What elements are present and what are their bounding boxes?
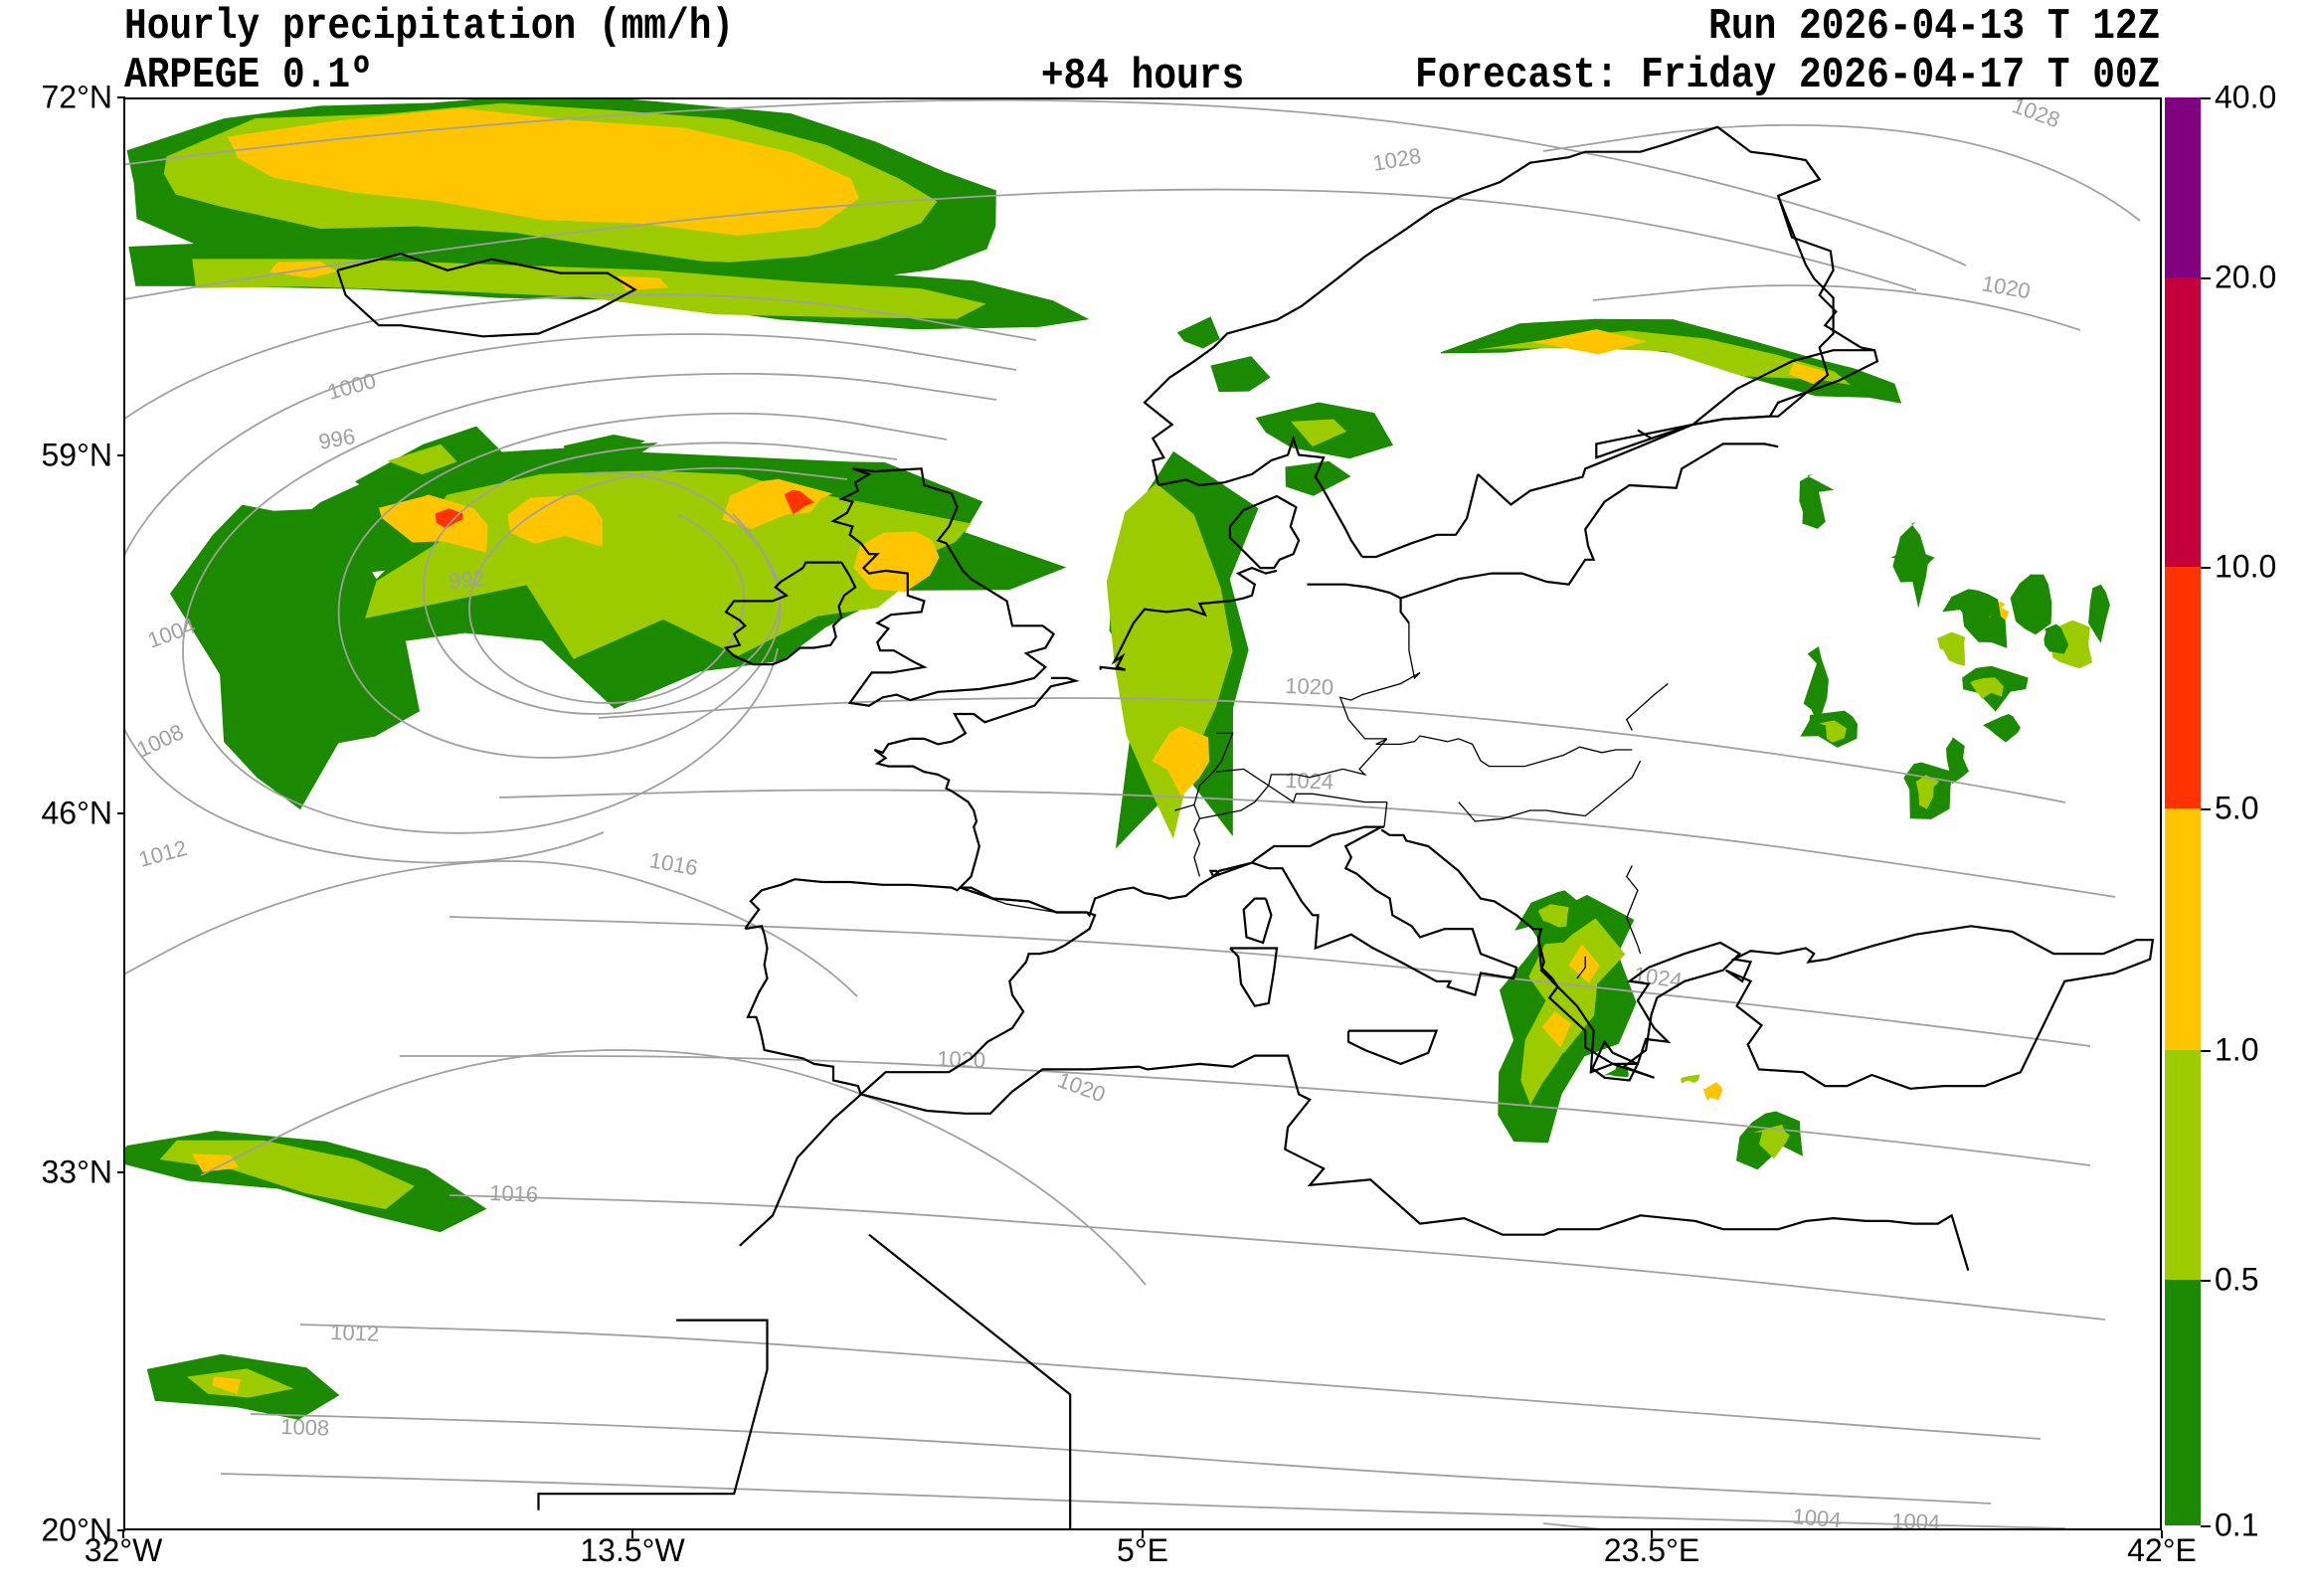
svg-text:1004: 1004 (1792, 1504, 1843, 1530)
svg-text:992: 992 (447, 566, 486, 594)
svg-text:1016: 1016 (647, 847, 700, 880)
svg-text:1028: 1028 (1371, 143, 1424, 176)
svg-text:1004: 1004 (144, 613, 199, 652)
svg-text:1012: 1012 (330, 1320, 380, 1346)
svg-text:1020: 1020 (1980, 270, 2033, 303)
svg-text:1012: 1012 (136, 835, 190, 872)
svg-text:1020: 1020 (1285, 673, 1334, 700)
svg-text:1028: 1028 (2009, 99, 2063, 132)
svg-text:1024: 1024 (1285, 768, 1334, 795)
svg-text:1004: 1004 (1891, 1508, 1941, 1530)
svg-text:1008: 1008 (280, 1414, 330, 1441)
svg-text:1000: 1000 (325, 368, 379, 405)
svg-text:1024: 1024 (1632, 962, 1684, 993)
svg-text:1016: 1016 (489, 1180, 539, 1207)
svg-text:1008: 1008 (133, 719, 188, 762)
